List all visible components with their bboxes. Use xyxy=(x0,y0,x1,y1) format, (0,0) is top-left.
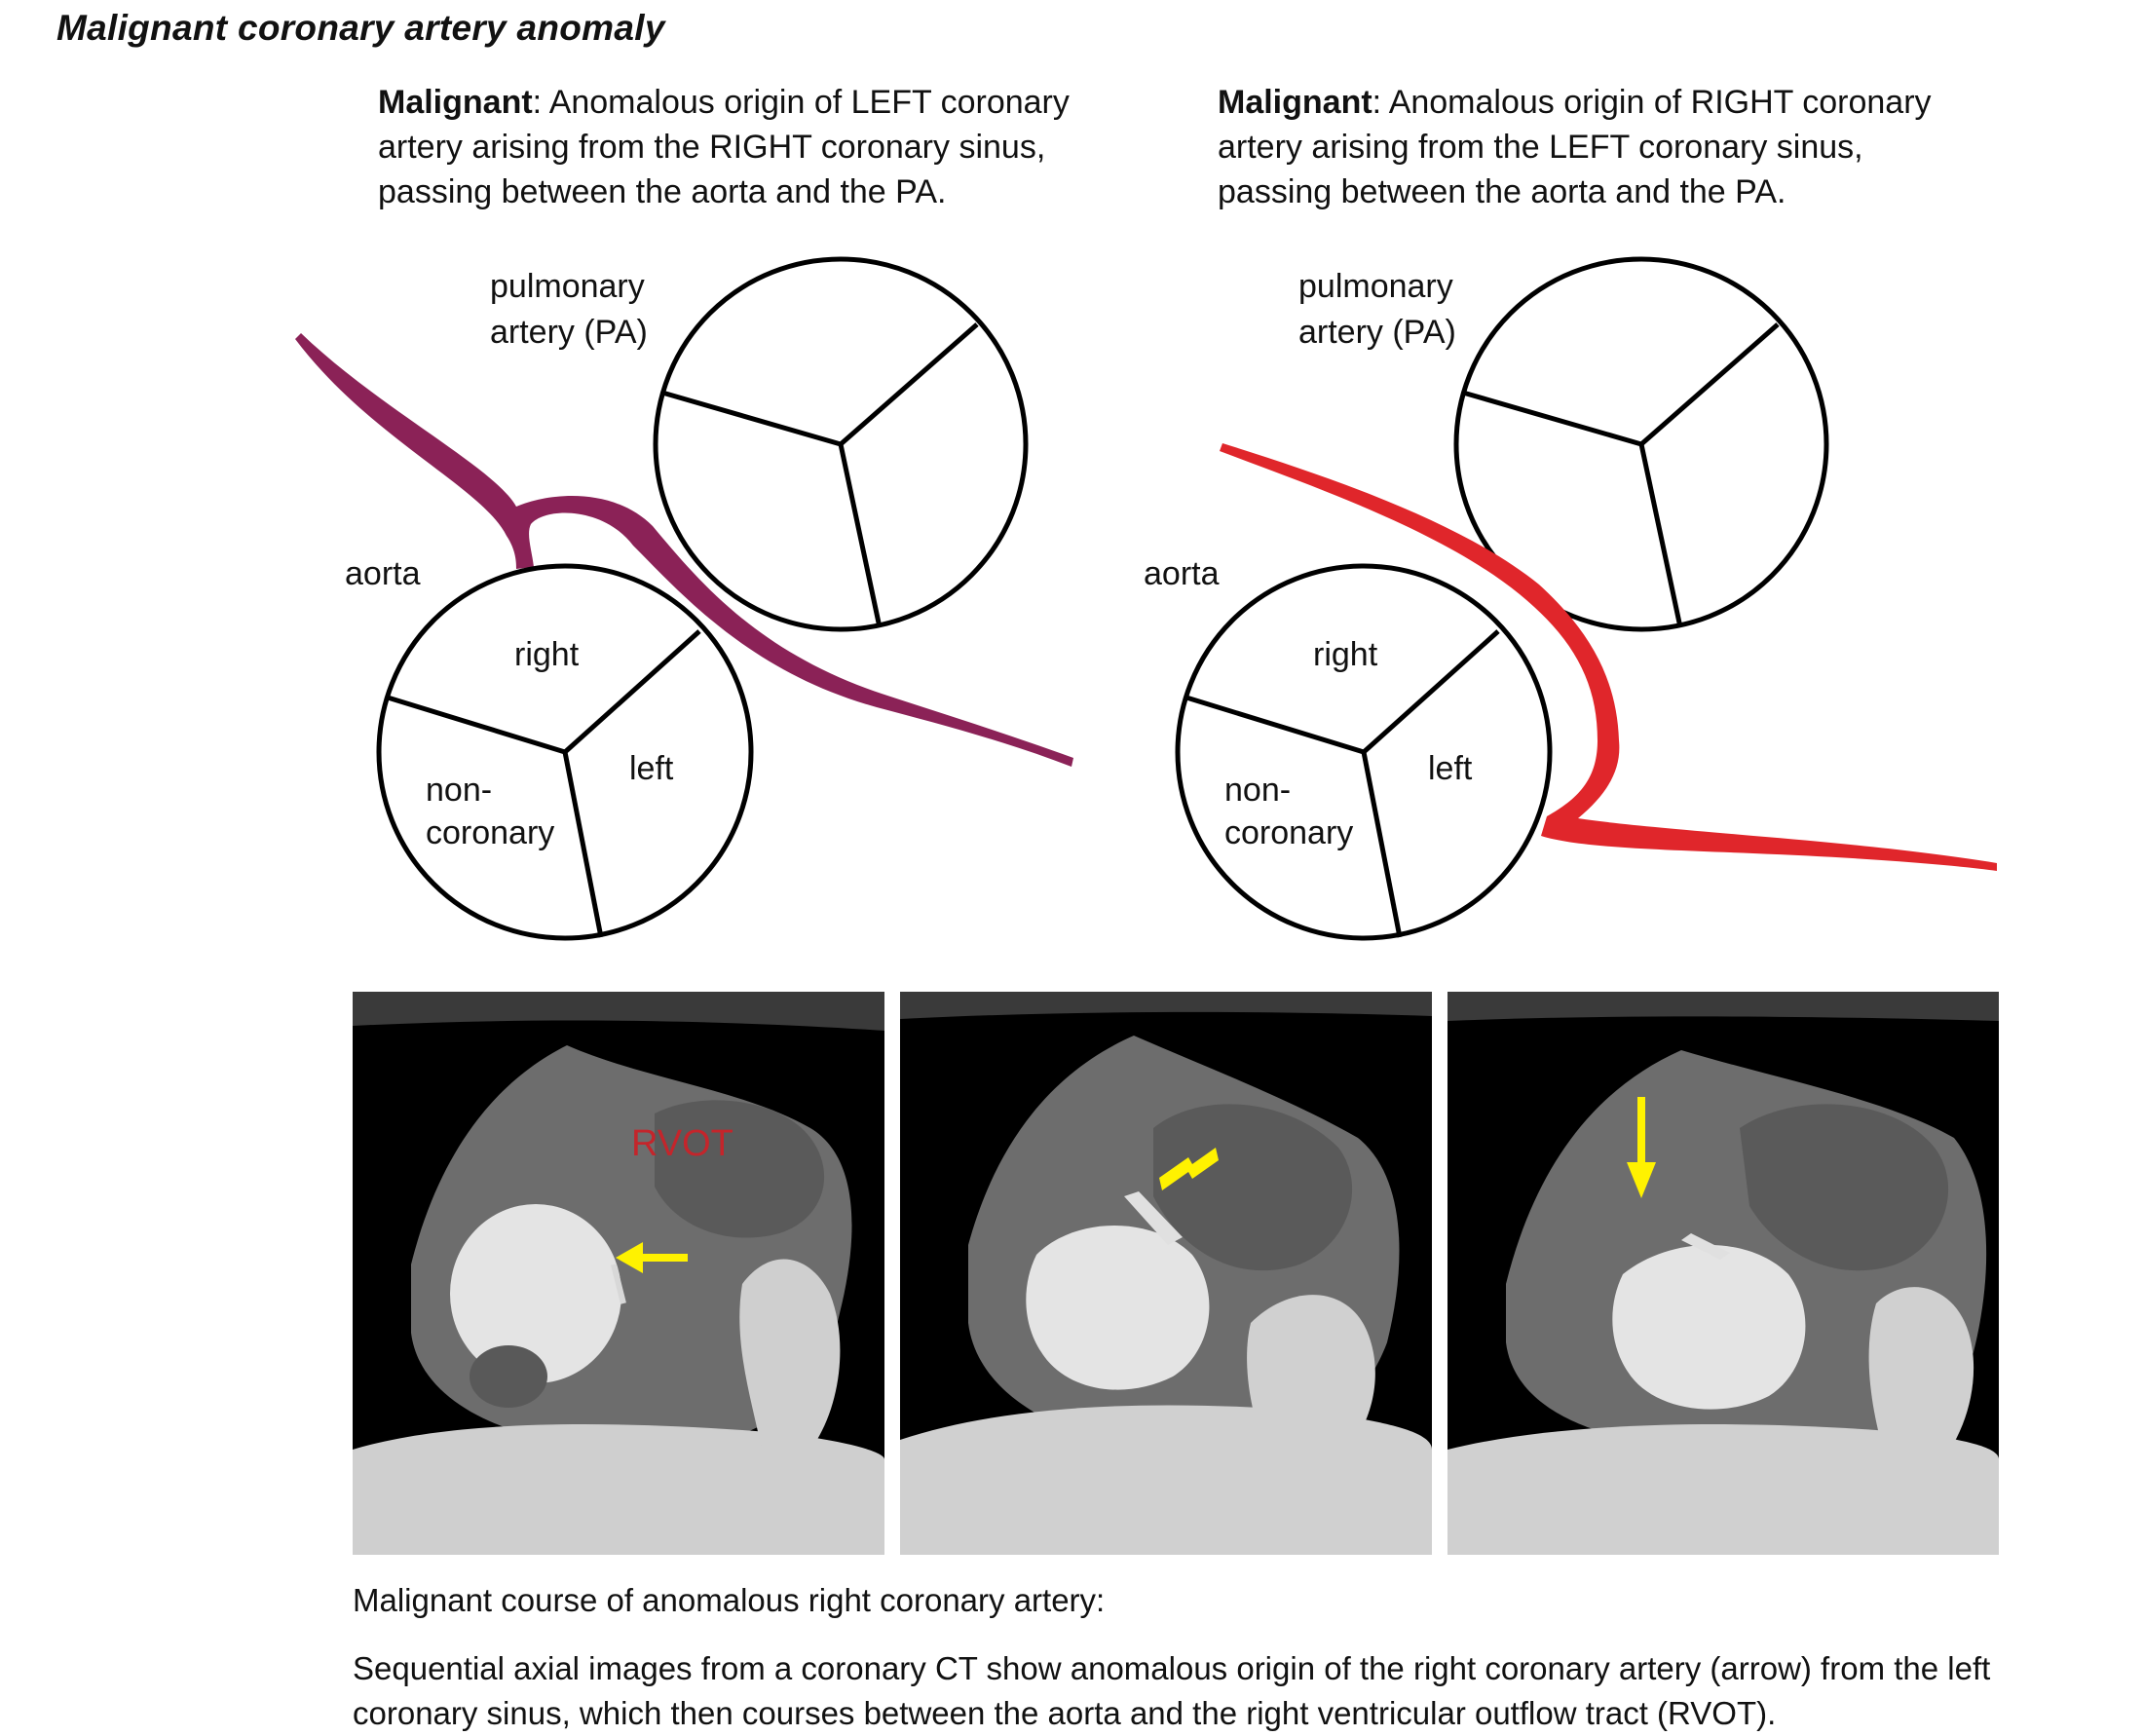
right-diagram: pulmonary artery (PA) aorta right left n… xyxy=(1144,256,1997,941)
arrow-down-left xyxy=(1159,1148,1219,1190)
ct-image-2 xyxy=(900,992,1432,1555)
right-pa-spoke-2 xyxy=(1462,390,1642,447)
right-description-text: : Anomalous origin of RIGHT coronary art… xyxy=(1218,84,1932,210)
right-cusp-right-label: right xyxy=(1313,636,1378,673)
ct-image-3-drawing xyxy=(1447,992,1999,1555)
left-pa-label-1: pulmonary xyxy=(490,268,645,305)
left-pa-label-2: artery (PA) xyxy=(490,314,648,351)
aorta-blob xyxy=(1612,1245,1806,1410)
right-cusp-non-label-1: non- xyxy=(1224,772,1291,809)
right-pa-label-1: pulmonary xyxy=(1298,268,1453,305)
left-pa-spoke-2 xyxy=(661,390,842,447)
left-cusp-right-label: right xyxy=(514,636,580,673)
right-cusp-non-label-2: coronary xyxy=(1224,814,1353,851)
left-description: Malignant: Anomalous origin of LEFT coro… xyxy=(378,80,1138,214)
right-aorta-spoke-3 xyxy=(1361,751,1403,938)
arrow-left xyxy=(616,1242,688,1273)
right-pa-spoke-3 xyxy=(1638,443,1683,628)
ct-image-1-drawing: RVOT xyxy=(353,992,884,1555)
left-pa-spoke-1 xyxy=(839,322,979,446)
left-description-bold: Malignant xyxy=(378,84,533,121)
valve-diagrams: pulmonary artery (PA) aorta right left n… xyxy=(295,256,1997,941)
aorta-blob xyxy=(1026,1226,1210,1390)
ct-image-3 xyxy=(1447,992,1999,1555)
right-description-bold: Malignant xyxy=(1218,84,1372,121)
left-aorta-spoke-2 xyxy=(387,695,566,755)
right-pa-spoke-1 xyxy=(1639,322,1780,446)
ct-image-1: RVOT xyxy=(353,992,884,1555)
aorta-blob xyxy=(450,1204,621,1383)
left-diagram: pulmonary artery (PA) aorta right left n… xyxy=(295,256,1073,941)
caption-body: Sequential axial images from a coronary … xyxy=(353,1650,1991,1731)
arrow-down xyxy=(1627,1097,1656,1198)
right-aorta-spoke-2 xyxy=(1185,695,1365,755)
caption-title: Malignant course of anomalous right coro… xyxy=(353,1582,1106,1618)
left-aorta-spoke-1 xyxy=(563,629,701,754)
left-aorta-label: aorta xyxy=(345,555,421,592)
left-cusp-non-label-1: non- xyxy=(426,772,492,809)
right-aorta-label: aorta xyxy=(1144,555,1220,592)
right-description: Malignant: Anomalous origin of RIGHT cor… xyxy=(1218,80,1977,214)
left-description-text: : Anomalous origin of LEFT coronary arte… xyxy=(378,84,1070,210)
right-cusp-left-label: left xyxy=(1428,750,1473,787)
left-pa-spoke-3 xyxy=(838,443,883,628)
left-aorta-spoke-3 xyxy=(562,751,604,938)
ct-image-2-drawing xyxy=(900,992,1432,1555)
right-aorta-spoke-1 xyxy=(1362,629,1500,754)
rvot-label: RVOT xyxy=(631,1123,733,1164)
page-title: Malignant coronary artery anomaly xyxy=(56,8,665,48)
left-cusp-left-label: left xyxy=(629,750,674,787)
left-cusp-non-label-2: coronary xyxy=(426,814,554,851)
right-pa-label-2: artery (PA) xyxy=(1298,314,1456,351)
